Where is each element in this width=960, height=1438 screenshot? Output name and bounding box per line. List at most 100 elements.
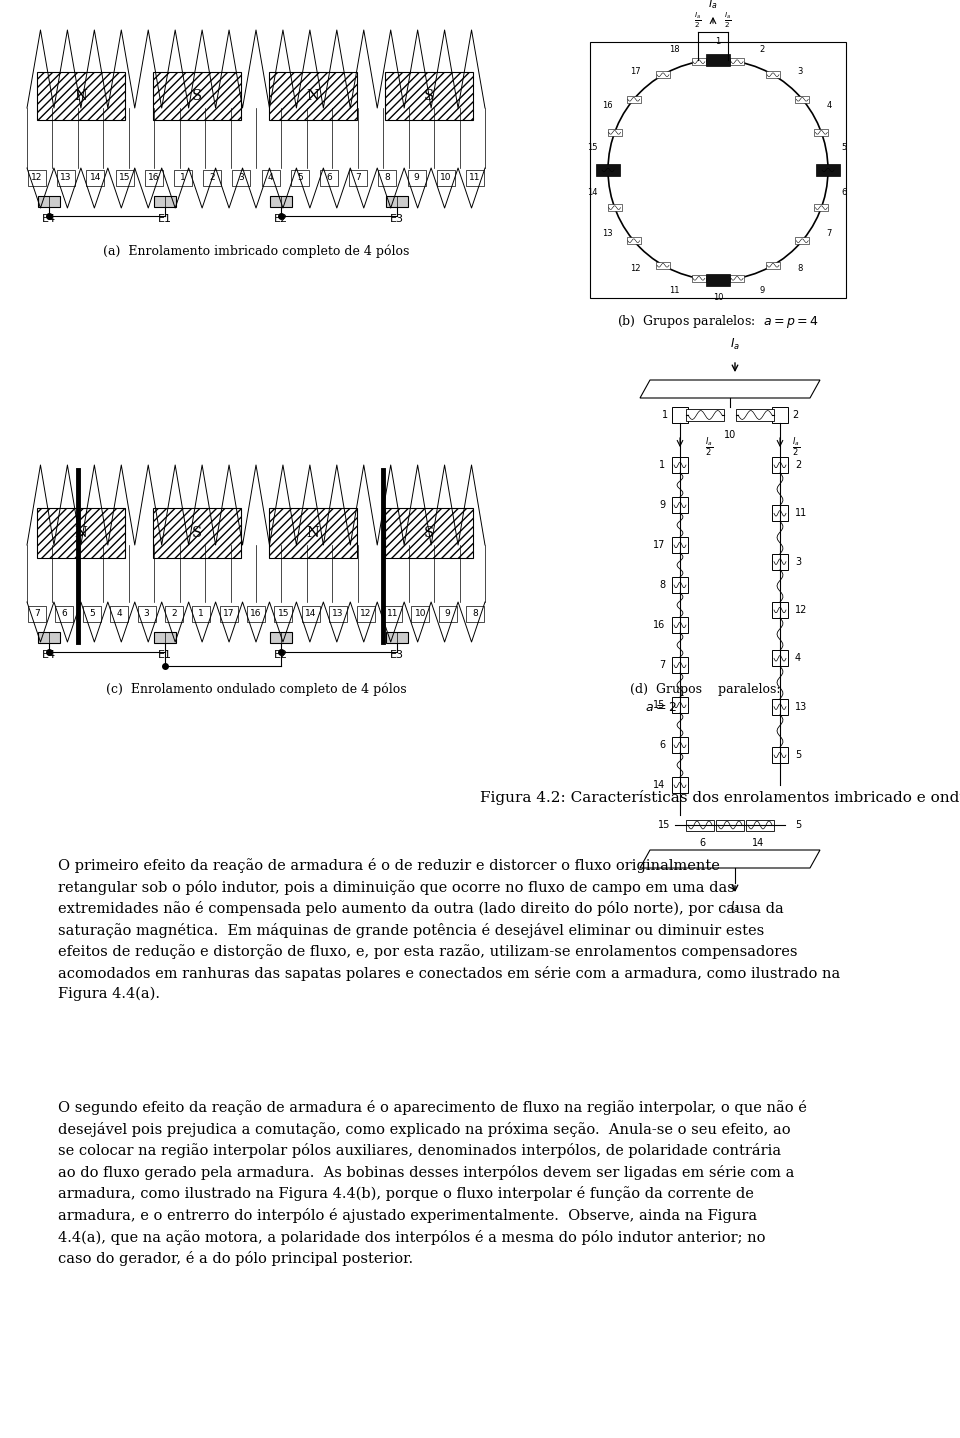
Text: (a)  Enrolamento imbricado completo de 4 pólos: (a) Enrolamento imbricado completo de 4 … bbox=[103, 244, 409, 259]
Text: $I_a$: $I_a$ bbox=[730, 336, 740, 352]
Text: 16: 16 bbox=[148, 174, 159, 183]
Text: 6: 6 bbox=[699, 838, 705, 848]
Bar bbox=[772, 505, 788, 522]
Text: 18: 18 bbox=[669, 45, 680, 55]
Bar bbox=[814, 129, 828, 135]
Text: 11: 11 bbox=[387, 610, 398, 618]
Bar bbox=[672, 738, 688, 754]
Text: 16: 16 bbox=[251, 610, 262, 618]
Text: E2: E2 bbox=[274, 650, 288, 660]
Bar bbox=[165, 605, 182, 623]
Bar bbox=[772, 407, 788, 423]
Text: 13: 13 bbox=[602, 230, 612, 239]
Text: 11: 11 bbox=[469, 174, 481, 183]
Bar bbox=[746, 820, 774, 831]
Text: 5: 5 bbox=[795, 751, 802, 761]
Text: 10: 10 bbox=[724, 430, 736, 440]
Bar bbox=[772, 699, 788, 715]
Text: 5: 5 bbox=[841, 144, 847, 152]
Text: S: S bbox=[424, 526, 434, 541]
Bar bbox=[672, 457, 688, 473]
Text: 5: 5 bbox=[297, 174, 302, 183]
Bar bbox=[110, 605, 128, 623]
Bar bbox=[608, 129, 622, 135]
Bar bbox=[145, 170, 163, 186]
Text: O primeiro efeito da reação de armadura é o de reduzir e distorcer o fluxo origi: O primeiro efeito da reação de armadura … bbox=[58, 858, 840, 1001]
Text: 2: 2 bbox=[795, 460, 802, 470]
Bar bbox=[204, 170, 221, 186]
Bar bbox=[672, 577, 688, 592]
Bar bbox=[291, 170, 309, 186]
Bar bbox=[270, 631, 292, 643]
Text: Figura 4.2: Características dos enrolamentos imbricado e ondulado.: Figura 4.2: Características dos enrolame… bbox=[480, 789, 960, 805]
Text: $a = 2$: $a = 2$ bbox=[645, 700, 677, 715]
Text: 1: 1 bbox=[199, 610, 204, 618]
Text: 9: 9 bbox=[414, 174, 420, 183]
Bar bbox=[731, 275, 744, 282]
Bar bbox=[384, 605, 402, 623]
Bar bbox=[28, 170, 46, 186]
Text: S: S bbox=[192, 526, 202, 541]
Bar bbox=[301, 605, 320, 623]
Text: 15: 15 bbox=[119, 174, 131, 183]
Bar bbox=[320, 170, 338, 186]
Bar bbox=[590, 42, 846, 298]
Bar bbox=[386, 631, 408, 643]
Text: 13: 13 bbox=[60, 174, 72, 183]
Text: 7: 7 bbox=[659, 660, 665, 670]
Text: 9: 9 bbox=[444, 610, 450, 618]
Text: 13: 13 bbox=[332, 610, 344, 618]
Bar bbox=[83, 605, 101, 623]
Text: 17: 17 bbox=[653, 541, 665, 549]
Bar bbox=[38, 631, 60, 643]
Text: S: S bbox=[424, 89, 434, 104]
Text: $I_a$: $I_a$ bbox=[730, 900, 740, 915]
Text: 4: 4 bbox=[268, 174, 274, 183]
Text: 6: 6 bbox=[326, 174, 332, 183]
Bar bbox=[608, 204, 622, 211]
Text: 17: 17 bbox=[631, 68, 641, 76]
Bar bbox=[137, 605, 156, 623]
Text: $\frac{I_a}{2}$: $\frac{I_a}{2}$ bbox=[724, 10, 732, 30]
Text: 14: 14 bbox=[305, 610, 317, 618]
Bar bbox=[411, 605, 429, 623]
Bar bbox=[275, 605, 293, 623]
Text: (d)  Grupos    paralelos:: (d) Grupos paralelos: bbox=[630, 683, 780, 696]
Text: 2: 2 bbox=[792, 410, 799, 420]
Bar bbox=[672, 697, 688, 713]
Text: 12: 12 bbox=[795, 605, 807, 615]
Bar bbox=[601, 167, 615, 174]
Text: 14: 14 bbox=[89, 174, 101, 183]
Bar bbox=[627, 96, 640, 102]
Text: 1: 1 bbox=[659, 460, 665, 470]
Text: 11: 11 bbox=[669, 286, 680, 295]
Bar bbox=[356, 605, 374, 623]
Text: 7: 7 bbox=[827, 230, 831, 239]
Text: 4: 4 bbox=[795, 653, 802, 663]
Bar bbox=[596, 164, 620, 175]
Text: $\frac{I_a}{2}$: $\frac{I_a}{2}$ bbox=[705, 436, 713, 459]
Text: E1: E1 bbox=[158, 214, 172, 224]
Bar bbox=[766, 72, 780, 78]
Text: 5: 5 bbox=[795, 820, 802, 830]
Bar bbox=[692, 275, 706, 282]
Bar bbox=[672, 536, 688, 554]
Bar bbox=[386, 196, 408, 207]
Bar bbox=[686, 408, 724, 421]
Bar bbox=[821, 167, 835, 174]
Bar bbox=[672, 777, 688, 792]
Text: E3: E3 bbox=[390, 650, 404, 660]
Text: 3: 3 bbox=[795, 557, 802, 567]
Text: 8: 8 bbox=[659, 580, 665, 590]
Bar bbox=[220, 605, 238, 623]
Bar bbox=[672, 657, 688, 673]
Text: 6: 6 bbox=[659, 741, 665, 751]
Text: 9: 9 bbox=[759, 286, 764, 295]
Text: 15: 15 bbox=[653, 700, 665, 710]
Bar bbox=[686, 820, 714, 831]
Bar bbox=[28, 605, 46, 623]
Text: 13: 13 bbox=[795, 702, 807, 712]
Text: 16: 16 bbox=[602, 102, 612, 111]
Bar bbox=[466, 605, 484, 623]
Text: 12: 12 bbox=[32, 174, 42, 183]
